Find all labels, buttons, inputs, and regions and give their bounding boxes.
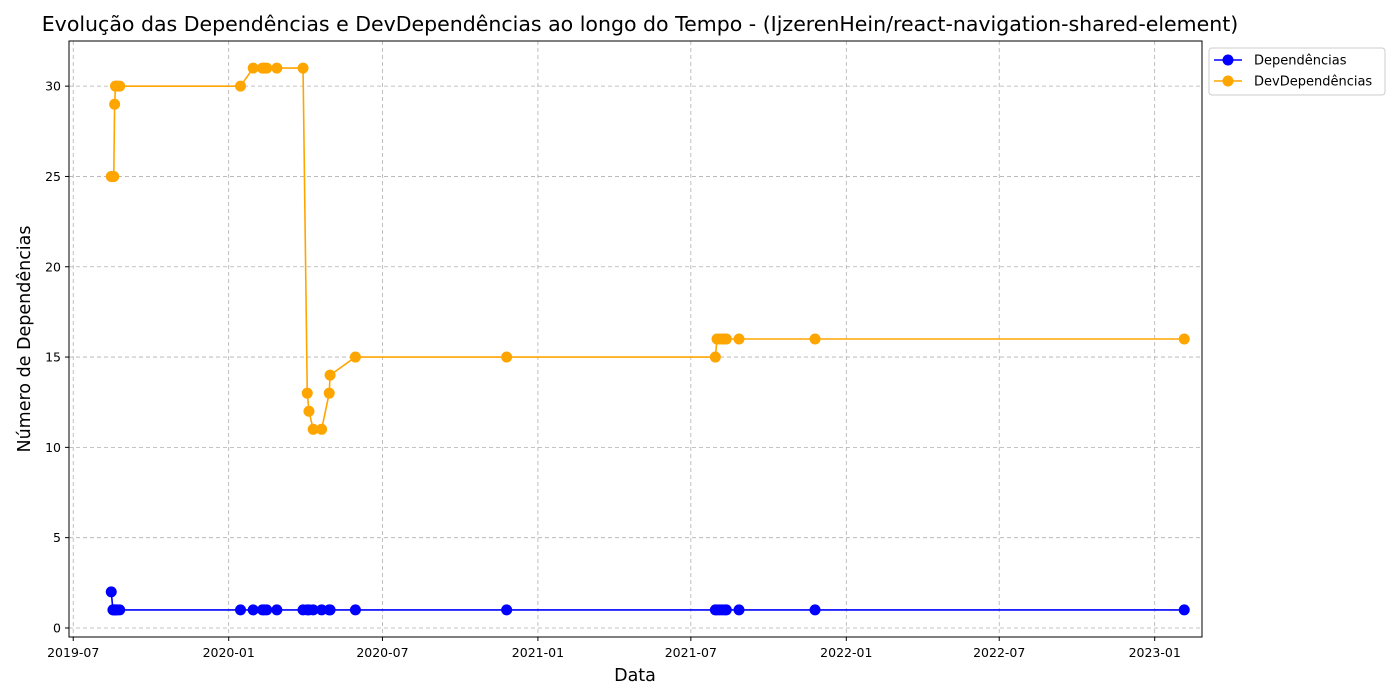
series-2-point xyxy=(297,62,309,74)
series-1-point xyxy=(105,586,117,598)
series-2-point xyxy=(235,80,247,92)
series-1-point xyxy=(114,604,126,616)
x-axis-label: Data xyxy=(614,666,656,686)
series-2-point xyxy=(303,405,315,417)
y-tick-label: 15 xyxy=(45,350,61,365)
series-2-point xyxy=(733,333,745,345)
tick-layer: 2019-07 2020-01 2020-07 2021-01 2021-07 2022-… xyxy=(45,79,1181,660)
series-2-point xyxy=(324,369,336,381)
x-tick-label: 2020-07 xyxy=(356,645,408,660)
x-tick-label: 2020-01 xyxy=(203,645,255,660)
series-2-point xyxy=(247,62,259,74)
legend-label-1: Dependências xyxy=(1254,54,1347,69)
series-2-point xyxy=(114,80,126,92)
series-1-point xyxy=(733,604,745,616)
series-1-point xyxy=(324,604,336,616)
x-tick-label: 2021-07 xyxy=(665,645,717,660)
series-2-point xyxy=(1178,333,1190,345)
series-1-point xyxy=(316,604,328,616)
y-tick-label: 30 xyxy=(45,79,61,94)
x-tick-label: 2019-07 xyxy=(47,645,99,660)
series-1-point xyxy=(271,604,283,616)
legend: Dependências DevDependências xyxy=(1208,47,1386,96)
series-1-point xyxy=(235,604,247,616)
series-layer xyxy=(105,62,1190,616)
y-tick-label: 0 xyxy=(53,620,61,635)
series-1-point xyxy=(501,604,513,616)
series-2-point xyxy=(307,423,319,435)
x-tick-label: 2022-07 xyxy=(973,645,1025,660)
series-2-point xyxy=(301,387,313,399)
series-2-point xyxy=(323,387,335,399)
series-line-2 xyxy=(111,67,1185,431)
y-tick-label: 5 xyxy=(53,530,61,545)
series-1-point xyxy=(307,604,319,616)
series-2-point xyxy=(271,62,283,74)
series-2-point xyxy=(809,333,821,345)
legend-marker-2 xyxy=(1222,75,1234,87)
legend-label-2: DevDependências xyxy=(1254,75,1372,90)
plot-frame xyxy=(68,40,1203,638)
series-2-point xyxy=(316,423,328,435)
series-1-point xyxy=(720,604,732,616)
x-tick-label: 2021-01 xyxy=(512,645,564,660)
series-2-point xyxy=(720,333,732,345)
y-axis-label: Número de Dependências xyxy=(15,225,35,452)
series-1-point xyxy=(1178,604,1190,616)
series-2-point xyxy=(261,62,273,74)
series-2-point xyxy=(109,98,121,110)
legend-marker-1 xyxy=(1222,54,1234,66)
legend-box xyxy=(1208,47,1386,96)
series-1-point xyxy=(247,604,259,616)
series-2-point xyxy=(349,351,361,363)
series-1-point xyxy=(349,604,361,616)
x-tick-label: 2023-01 xyxy=(1129,645,1181,660)
series-2-point xyxy=(108,170,120,182)
y-tick-label: 25 xyxy=(45,169,61,184)
y-tick-label: 10 xyxy=(45,440,61,455)
chart-title: Evolução das Dependências e DevDependênc… xyxy=(42,12,1239,36)
series-2-point xyxy=(709,351,721,363)
series-2-point xyxy=(501,351,513,363)
x-tick-label: 2022-01 xyxy=(820,645,872,660)
series-1-point xyxy=(809,604,821,616)
y-tick-label: 20 xyxy=(45,259,61,274)
series-1-point xyxy=(261,604,273,616)
